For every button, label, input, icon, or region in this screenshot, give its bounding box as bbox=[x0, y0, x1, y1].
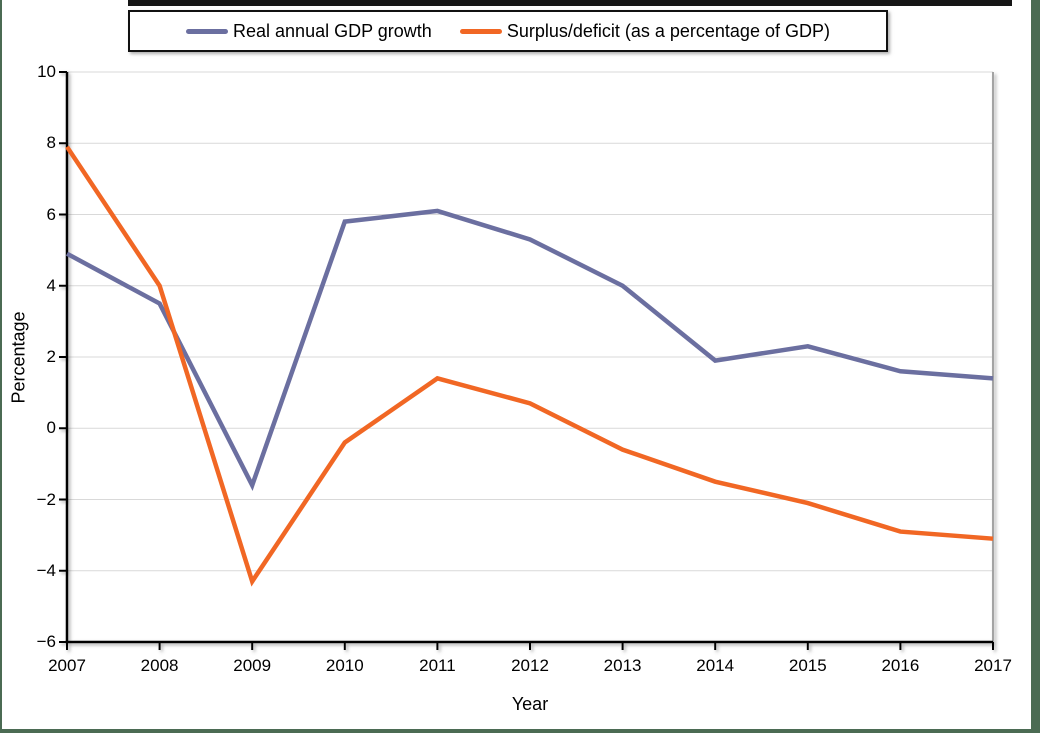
y-tick-label: −2 bbox=[36, 489, 56, 509]
plot-area bbox=[59, 71, 994, 650]
y-tick-label: 8 bbox=[46, 133, 56, 153]
y-tick-label: −6 bbox=[36, 632, 56, 651]
x-tick-label: 2012 bbox=[511, 656, 549, 675]
chart-legend: Real annual GDP growth Surplus/deficit (… bbox=[128, 10, 888, 52]
series-line-real-annual-gdp-growth bbox=[65, 208, 994, 491]
x-tick-label: 2017 bbox=[974, 656, 1012, 675]
x-tick-label: 2011 bbox=[419, 656, 456, 675]
x-tick-label: 2007 bbox=[48, 656, 86, 675]
y-tick-label: 10 bbox=[37, 62, 56, 81]
y-tick-label: 6 bbox=[46, 204, 56, 224]
page-edge-left bbox=[0, 0, 2, 733]
x-tick-label: 2010 bbox=[325, 656, 364, 675]
y-tick-label: 4 bbox=[46, 275, 56, 295]
page-edge-bottom bbox=[0, 729, 1040, 733]
y-tick-label: 0 bbox=[46, 418, 56, 438]
x-tick-label: 2015 bbox=[788, 656, 827, 675]
legend-item-surplus-deficit: Surplus/deficit (as a percentage of GDP) bbox=[459, 20, 830, 42]
series-line-surplus-deficit-as-a-percentage-of-gdp bbox=[65, 145, 994, 587]
x-tick-label: 2014 bbox=[696, 656, 735, 675]
page-edge-right bbox=[1031, 0, 1040, 733]
top-rule bbox=[128, 0, 1012, 6]
legend-line-swatch-surplus-deficit bbox=[459, 28, 502, 34]
y-tick-label: −4 bbox=[36, 560, 56, 580]
legend-label-surplus-deficit: Surplus/deficit (as a percentage of GDP) bbox=[506, 20, 830, 41]
x-tick-label: 2013 bbox=[603, 656, 642, 675]
legend-line-swatch-gdp-growth bbox=[186, 28, 229, 34]
y-tick-label: 2 bbox=[46, 347, 56, 366]
legend-item-gdp-growth: Real annual GDP growth bbox=[186, 21, 432, 42]
x-tick-label: 2009 bbox=[233, 656, 272, 675]
axes bbox=[59, 71, 994, 650]
x-tick-label: 2016 bbox=[881, 656, 920, 675]
x-axis-title: Year bbox=[511, 694, 549, 714]
legend-label-gdp-growth: Real annual GDP growth bbox=[233, 20, 432, 41]
x-tick-label: 2008 bbox=[140, 656, 179, 675]
